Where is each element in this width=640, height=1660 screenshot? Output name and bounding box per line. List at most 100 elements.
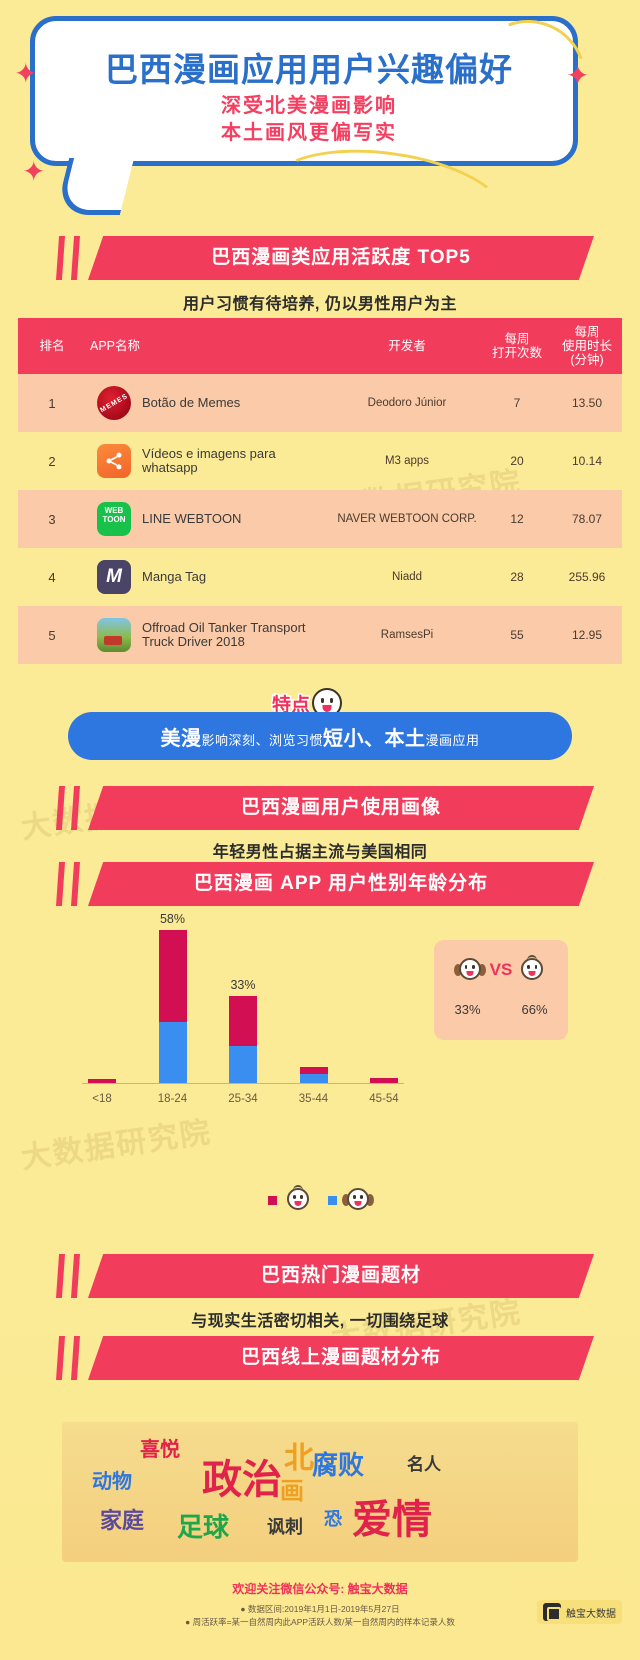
ribbon-tick [56, 862, 65, 906]
chart-bars: 58% 33% [82, 911, 404, 1083]
wechat-badge[interactable]: 触宝大数据 [537, 1600, 622, 1624]
page-subtitle: 深受北美漫画影响 本土画风更偏写实 [221, 95, 397, 144]
truck-app-icon [86, 618, 142, 652]
section-heading-top5: 巴西漫画类应用活跃度 TOP5 [46, 236, 594, 280]
th-app: APP名称 [90, 339, 141, 353]
th-rank: 排名 [39, 339, 65, 353]
ribbon-bar [88, 236, 594, 280]
webtoon-app-icon: WEB TOON [86, 502, 142, 536]
bar-value-label: 33% [230, 977, 256, 992]
table-row[interactable]: 1 MEMES Botão de Memes Deodoro Júnior 7 … [18, 374, 622, 432]
x-tick-label: 25-34 [228, 1093, 258, 1105]
ribbon-label: 巴西漫画 APP 用户性别年龄分布 [193, 873, 489, 894]
ribbon-tick [71, 1336, 80, 1380]
th-weekly-duration: 每周 使用时长 (分钟) [561, 325, 612, 367]
bar-group [364, 911, 404, 1083]
cell-rank: 2 [48, 453, 56, 469]
top5-table: 排名 APP名称 开发者 每周 打开次数 每周 使用时长 (分钟) 1 MEME… [18, 318, 622, 664]
cell-opens: 12 [510, 512, 524, 526]
highlight-text: 美漫影响深刻、浏览习惯短小、本土漫画应用 [160, 727, 480, 750]
cell-opens: 28 [510, 570, 524, 584]
ribbon-label: 巴西漫画用户使用画像 [240, 797, 441, 818]
cell-app-name: LINE WEBTOON [142, 511, 242, 526]
memes-app-icon: MEMES [86, 386, 142, 420]
bar-group [294, 911, 334, 1083]
table-row[interactable]: 3 WEB TOON LINE WEBTOON NAVER WEBTOON CO… [18, 490, 622, 548]
ribbon-tick [71, 236, 80, 280]
chart-legend [0, 1185, 640, 1214]
boy-face-icon [284, 1185, 312, 1214]
vs-row: VS [434, 955, 568, 984]
girl-face-icon [453, 956, 486, 984]
bar-segment-male [229, 995, 257, 1046]
word-cloud-term: 名人 [407, 1455, 441, 1474]
word-cloud-term: 北 [284, 1442, 314, 1475]
word-cloud-term: 画 [280, 1478, 304, 1505]
cell-duration: 78.07 [571, 512, 603, 526]
gender-vs-card: VS 33% 66% [434, 940, 568, 1040]
word-cloud-term: 喜悦 [140, 1439, 180, 1461]
bar-segment-male [370, 1077, 398, 1083]
bar-group: 33% [223, 911, 263, 1083]
cell-opens: 20 [510, 454, 524, 468]
girl-face-icon [342, 1186, 374, 1214]
word-cloud-term: 政治 [202, 1458, 282, 1502]
cell-app-name: Botão de Memes [142, 395, 241, 410]
table-header-row: 排名 APP名称 开发者 每周 打开次数 每周 使用时长 (分钟) [18, 318, 622, 374]
cell-rank: 4 [48, 569, 56, 585]
sparkle-icon: ✦ [22, 156, 46, 187]
cell-app-name: Offroad Oil Tanker Transport Truck Drive… [142, 620, 306, 649]
th-developer: 开发者 [388, 339, 426, 353]
bar-segment-female [158, 1022, 187, 1083]
legend-item-female [328, 1186, 374, 1214]
chart-x-labels: <18 18-24 25-34 35-44 45-54 [82, 1093, 404, 1105]
bar-segment-female [299, 1073, 328, 1083]
ribbon-label: 巴西热门漫画题材 [260, 1265, 421, 1286]
wechat-icon [543, 1603, 561, 1621]
ribbon-tick [56, 1254, 65, 1298]
table-row[interactable]: 2 Vídeos e imagens para whatsapp M3 apps… [18, 432, 622, 490]
word-cloud-term: 讽刺 [267, 1517, 303, 1537]
bar-segment-male [88, 1079, 116, 1083]
section-subline: 年轻男性占据主流与美国相同 [212, 844, 428, 861]
page-title: 巴西漫画应用用户兴趣偏好 [105, 51, 513, 88]
highlight-banner: 美漫影响深刻、浏览习惯短小、本土漫画应用 [68, 712, 572, 760]
cell-duration: 12.95 [571, 628, 603, 642]
x-tick-label: 45-54 [369, 1093, 399, 1105]
cell-rank: 5 [48, 627, 56, 643]
x-tick-label: 35-44 [298, 1093, 329, 1105]
cell-rank: 1 [48, 395, 56, 411]
legend-item-male [268, 1185, 312, 1214]
boy-face-icon [518, 955, 546, 984]
table-row[interactable]: 5 Offroad Oil Tanker Transport Truck Dri… [18, 606, 622, 664]
word-cloud-term: 足球 [177, 1512, 230, 1542]
chart-axis [82, 1083, 404, 1084]
vs-label: VS [489, 960, 513, 979]
manga-tag-app-icon: M [86, 560, 142, 594]
ribbon-tick [71, 786, 80, 830]
table-row[interactable]: 4 M Manga Tag Niadd 28 255.96 [18, 548, 622, 606]
footer: 欢迎关注微信公众号: 触宝大数据 ● 数据区间:2019年1月1日-2019年5… [0, 1580, 640, 1628]
section-subline: 用户习惯有待培养, 仍以男性用户为主 [183, 296, 457, 313]
word-cloud-term: 动物 [92, 1471, 132, 1493]
ribbon-tick [56, 236, 65, 280]
th-weekly-opens: 每周 打开次数 [491, 332, 542, 360]
wechat-label: 触宝大数据 [566, 1608, 616, 1620]
ribbon-tick [56, 1336, 65, 1380]
bar-segment-female [229, 1045, 257, 1083]
ribbon-bar [88, 862, 594, 906]
cell-opens: 55 [510, 628, 524, 642]
cell-app-name: Manga Tag [142, 569, 207, 584]
section-heading-profile: 巴西漫画用户使用画像 [46, 786, 594, 830]
ribbon-label: 巴西漫画类应用活跃度 TOP5 [211, 247, 471, 268]
cell-developer: Niadd [391, 571, 423, 583]
legend-swatch-female [328, 1195, 337, 1205]
cell-duration: 255.96 [568, 570, 606, 584]
bar-value-label: 58% [159, 911, 186, 926]
gender-age-bar-chart: 58% 33% <18 18-24 25-34 35-44 45-54 [44, 905, 404, 1105]
speech-bubble: 巴西漫画应用用户兴趣偏好 深受北美漫画影响 本土画风更偏写实 [30, 16, 578, 166]
watermark: 大数据研究院 [19, 1115, 214, 1176]
female-pct: 33% [454, 1002, 481, 1017]
footer-wechat-line: 欢迎关注微信公众号: 触宝大数据 [232, 1582, 408, 1596]
